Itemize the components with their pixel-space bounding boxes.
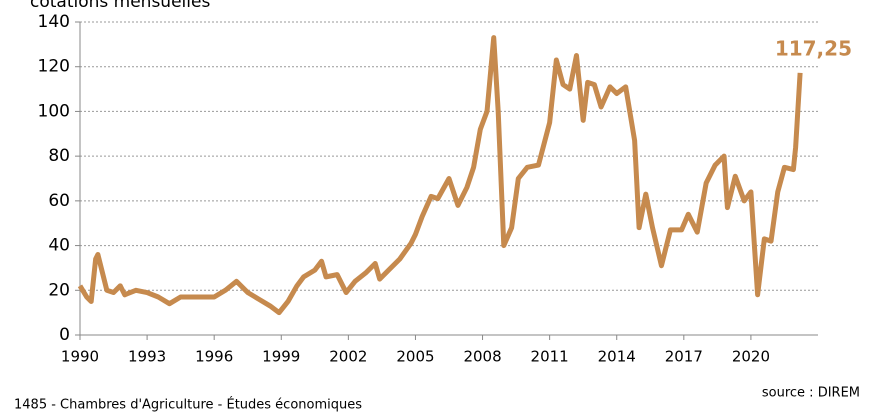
x-tick-label: 1999 xyxy=(262,348,300,366)
footer: 1485 - Chambres d'Agriculture - Études é… xyxy=(14,397,362,413)
x-tick-label: 2002 xyxy=(329,348,367,366)
x-tick-label: 2011 xyxy=(531,348,569,366)
chart-title: cotations mensuelles xyxy=(30,0,210,12)
y-tick-label: 100 xyxy=(38,101,70,121)
data-line xyxy=(77,35,803,316)
y-tick-label: 60 xyxy=(48,191,70,211)
y-tick-label: 40 xyxy=(48,236,70,256)
x-tick-label: 2014 xyxy=(598,348,636,366)
x-tick-label: 1993 xyxy=(128,348,166,366)
source: source : DIREM xyxy=(762,386,860,401)
x-tick-label: 1996 xyxy=(195,348,233,366)
y-tick-label: 80 xyxy=(48,146,70,166)
x-tick-label: 2008 xyxy=(463,348,501,366)
y-tick-label: 120 xyxy=(38,57,70,77)
x-tick-label: 2020 xyxy=(732,348,770,366)
x-tick-label: 2017 xyxy=(665,348,703,366)
y-tick-label: 140 xyxy=(38,12,70,32)
x-tick-label: 2005 xyxy=(396,348,434,366)
x-tick-label: 1990 xyxy=(61,348,99,366)
annotation: 117,25 xyxy=(775,37,852,61)
y-tick-label: 20 xyxy=(48,280,70,300)
y-tick-label: 0 xyxy=(59,325,70,345)
